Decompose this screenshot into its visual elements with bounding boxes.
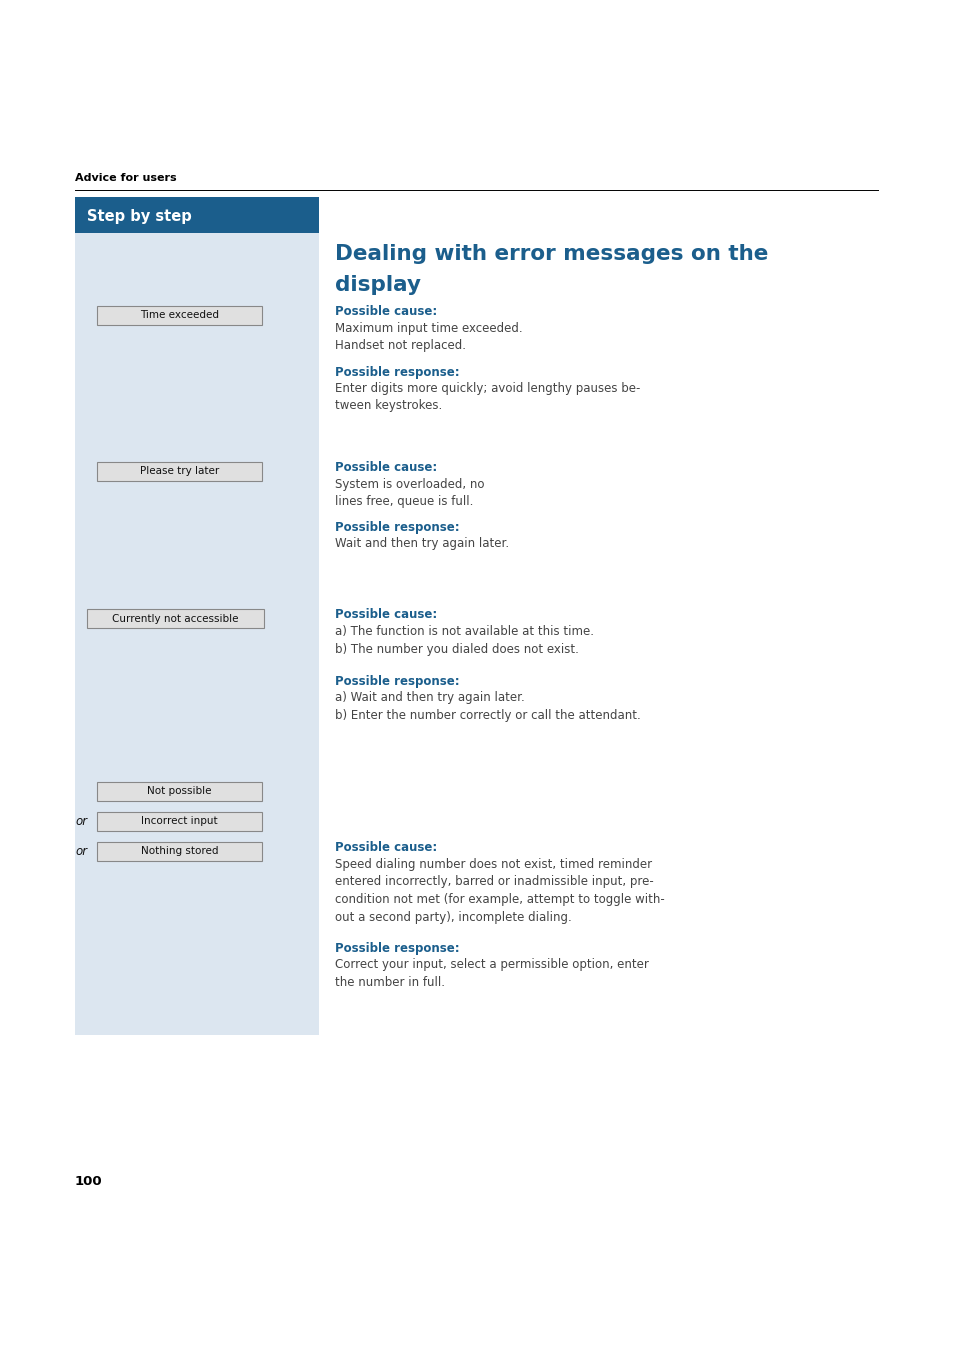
Text: Possible cause:: Possible cause: xyxy=(335,842,436,854)
FancyBboxPatch shape xyxy=(97,462,262,481)
Text: Nothing stored: Nothing stored xyxy=(141,847,218,857)
Bar xyxy=(75,197,318,1035)
Text: Wait and then try again later.: Wait and then try again later. xyxy=(335,536,509,550)
Text: Maximum input time exceeded.
Handset not replaced.: Maximum input time exceeded. Handset not… xyxy=(335,322,522,353)
Text: or: or xyxy=(75,844,87,858)
FancyBboxPatch shape xyxy=(97,842,262,861)
FancyBboxPatch shape xyxy=(97,782,262,801)
Text: Step by step: Step by step xyxy=(87,208,192,223)
Text: 100: 100 xyxy=(75,1175,103,1188)
Text: Please try later: Please try later xyxy=(140,466,219,477)
Text: Correct your input, select a permissible option, enter
the number in full.: Correct your input, select a permissible… xyxy=(335,958,648,989)
Text: a) The function is not available at this time.
b) The number you dialed does not: a) The function is not available at this… xyxy=(335,626,594,655)
Text: Possible response:: Possible response: xyxy=(335,676,459,688)
Text: System is overloaded, no
lines free, queue is full.: System is overloaded, no lines free, que… xyxy=(335,478,484,508)
Text: Incorrect input: Incorrect input xyxy=(141,816,217,827)
Text: Possible cause:: Possible cause: xyxy=(335,608,436,621)
Text: Possible cause:: Possible cause: xyxy=(335,461,436,474)
Text: Speed dialing number does not exist, timed reminder
entered incorrectly, barred : Speed dialing number does not exist, tim… xyxy=(335,858,664,924)
FancyBboxPatch shape xyxy=(97,812,262,831)
Text: Possible response:: Possible response: xyxy=(335,366,459,380)
Text: Possible cause:: Possible cause: xyxy=(335,305,436,317)
FancyBboxPatch shape xyxy=(97,305,262,326)
Text: Possible response:: Possible response: xyxy=(335,942,459,955)
FancyBboxPatch shape xyxy=(87,609,264,628)
Text: Enter digits more quickly; avoid lengthy pauses be-
tween keystrokes.: Enter digits more quickly; avoid lengthy… xyxy=(335,382,639,412)
Text: display: display xyxy=(335,276,420,295)
Text: Currently not accessible: Currently not accessible xyxy=(112,613,238,624)
Text: a) Wait and then try again later.
b) Enter the number correctly or call the atte: a) Wait and then try again later. b) Ent… xyxy=(335,690,640,721)
Text: Possible response:: Possible response: xyxy=(335,521,459,534)
Text: or: or xyxy=(75,815,87,828)
Text: Time exceeded: Time exceeded xyxy=(140,311,219,320)
Text: Not possible: Not possible xyxy=(147,786,212,797)
Text: Dealing with error messages on the: Dealing with error messages on the xyxy=(335,245,767,263)
Text: Advice for users: Advice for users xyxy=(75,173,176,182)
Bar xyxy=(75,197,318,232)
